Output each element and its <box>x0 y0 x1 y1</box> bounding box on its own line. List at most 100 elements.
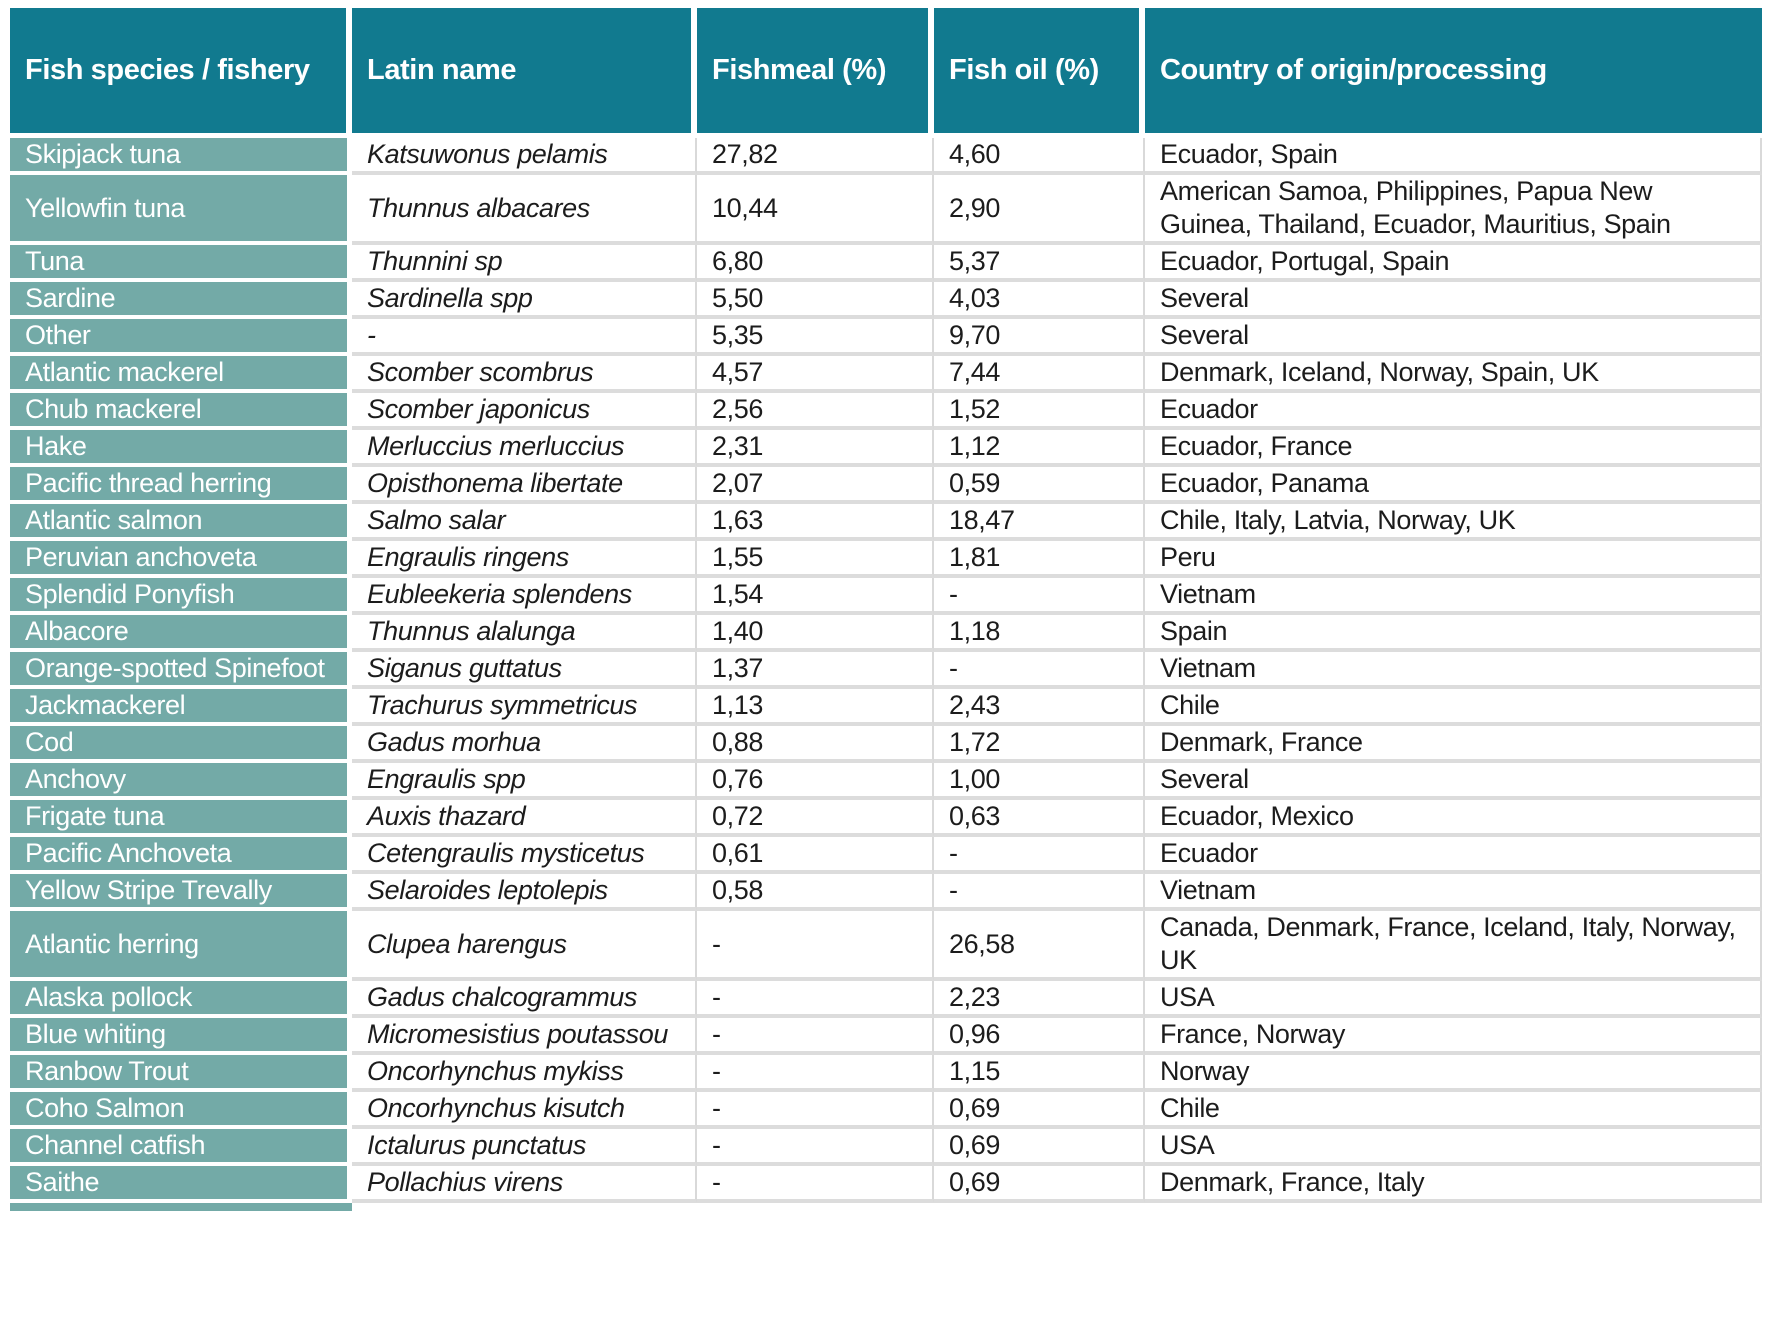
country-cell: Ecuador, Mexico <box>1145 800 1762 837</box>
table-row: Atlantic salmon Salmo salar 1,63 18,47 C… <box>10 504 1762 541</box>
species-cell: Sardine <box>10 282 352 319</box>
fish-oil-cell: 1,18 <box>934 615 1145 652</box>
fishmeal-cell: 6,80 <box>697 245 934 282</box>
table-row: Albacore Thunnus alalunga 1,40 1,18 Spai… <box>10 615 1762 652</box>
fish-oil-cell: 18,47 <box>934 504 1145 541</box>
latin-name-cell: Merluccius merluccius <box>352 430 697 467</box>
country-cell: USA <box>1145 1129 1762 1166</box>
table-row: Atlantic herring Clupea harengus - 26,58… <box>10 911 1762 981</box>
country-cell: Canada, Denmark, France, Iceland, Italy,… <box>1145 911 1762 981</box>
species-cell: Jackmackerel <box>10 689 352 726</box>
fish-oil-cell: 2,43 <box>934 689 1145 726</box>
fish-oil-cell: - <box>934 578 1145 615</box>
country-cell: Chile <box>1145 689 1762 726</box>
species-cell: Anchovy <box>10 763 352 800</box>
fishmeal-cell: 4,57 <box>697 356 934 393</box>
table-row: Coho Salmon Oncorhynchus kisutch - 0,69 … <box>10 1092 1762 1129</box>
fish-oil-cell: 9,70 <box>934 319 1145 356</box>
latin-name-cell: Katsuwonus pelamis <box>352 138 697 175</box>
latin-name-cell: Siganus guttatus <box>352 652 697 689</box>
species-cell: Atlantic mackerel <box>10 356 352 393</box>
fishmeal-cell: - <box>697 1166 934 1203</box>
latin-name-cell: Salmo salar <box>352 504 697 541</box>
country-cell: Chile, Italy, Latvia, Norway, UK <box>1145 504 1762 541</box>
fish-oil-cell: 0,69 <box>934 1166 1145 1203</box>
table-row: Atlantic mackerel Scomber scombrus 4,57 … <box>10 356 1762 393</box>
fishmeal-cell: 2,07 <box>697 467 934 504</box>
latin-name-cell: Oncorhynchus kisutch <box>352 1092 697 1129</box>
fish-oil-cell: 1,72 <box>934 726 1145 763</box>
fishmeal-cell: 1,55 <box>697 541 934 578</box>
country-cell: Vietnam <box>1145 652 1762 689</box>
latin-name-cell: Scomber japonicus <box>352 393 697 430</box>
latin-name-cell: Gadus chalcogrammus <box>352 981 697 1018</box>
species-cell: Alaska pollock <box>10 981 352 1018</box>
column-header-latin-name: Latin name <box>352 8 697 138</box>
country-cell: American Samoa, Philippines, Papua New G… <box>1145 175 1762 245</box>
column-header-fish-oil: Fish oil (%) <box>934 8 1145 138</box>
column-header-fishmeal: Fishmeal (%) <box>697 8 934 138</box>
species-cell: Cod <box>10 726 352 763</box>
header-row: Fish species / fishery Latin name Fishme… <box>10 8 1762 138</box>
country-cell: Vietnam <box>1145 874 1762 911</box>
table-row: Yellowfin tuna Thunnus albacares 10,44 2… <box>10 175 1762 245</box>
table-row: Pacific Anchoveta Cetengraulis mysticetu… <box>10 837 1762 874</box>
latin-name-cell: Selaroides leptolepis <box>352 874 697 911</box>
species-cell: Splendid Ponyfish <box>10 578 352 615</box>
fish-ingredients-table-wrap: Fish species / fishery Latin name Fishme… <box>10 8 1762 1211</box>
fish-oil-cell: 1,12 <box>934 430 1145 467</box>
table-row: Cod Gadus morhua 0,88 1,72 Denmark, Fran… <box>10 726 1762 763</box>
fishmeal-cell: 0,72 <box>697 800 934 837</box>
table-header: Fish species / fishery Latin name Fishme… <box>10 8 1762 138</box>
latin-name-cell: Thunnini sp <box>352 245 697 282</box>
fish-oil-cell: 5,37 <box>934 245 1145 282</box>
country-cell: Norway <box>1145 1055 1762 1092</box>
country-cell: Vietnam <box>1145 578 1762 615</box>
species-cell: Saithe <box>10 1166 352 1203</box>
country-cell: USA <box>1145 981 1762 1018</box>
latin-name-cell: Sardinella spp <box>352 282 697 319</box>
species-cell: Skipjack tuna <box>10 138 352 175</box>
fishmeal-cell: - <box>697 981 934 1018</box>
species-cell: Atlantic salmon <box>10 504 352 541</box>
fish-oil-cell: 4,03 <box>934 282 1145 319</box>
fishmeal-cell: 0,76 <box>697 763 934 800</box>
table-row: Channel catfish Ictalurus punctatus - 0,… <box>10 1129 1762 1166</box>
fishmeal-cell: 1,40 <box>697 615 934 652</box>
table-row: Splendid Ponyfish Eubleekeria splendens … <box>10 578 1762 615</box>
table-row: Ranbow Trout Oncorhynchus mykiss - 1,15 … <box>10 1055 1762 1092</box>
species-cell: Yellow Stripe Trevally <box>10 874 352 911</box>
country-cell: Denmark, France, Italy <box>1145 1166 1762 1203</box>
species-cell: Channel catfish <box>10 1129 352 1166</box>
table-row: Blue whiting Micromesistius poutassou - … <box>10 1018 1762 1055</box>
column-header-fish-species: Fish species / fishery <box>10 8 352 138</box>
fish-oil-cell: 0,69 <box>934 1129 1145 1166</box>
species-cell: Tuna <box>10 245 352 282</box>
fish-ingredients-table: Fish species / fishery Latin name Fishme… <box>10 8 1762 1203</box>
fish-oil-cell: 4,60 <box>934 138 1145 175</box>
species-cell: Orange-spotted Spinefoot <box>10 652 352 689</box>
species-cell: Other <box>10 319 352 356</box>
fish-oil-cell: 2,90 <box>934 175 1145 245</box>
latin-name-cell: Cetengraulis mysticetus <box>352 837 697 874</box>
fish-oil-cell: 26,58 <box>934 911 1145 981</box>
latin-name-cell: Thunnus albacares <box>352 175 697 245</box>
table-row: Frigate tuna Auxis thazard 0,72 0,63 Ecu… <box>10 800 1762 837</box>
country-cell: Chile <box>1145 1092 1762 1129</box>
species-cell: Coho Salmon <box>10 1092 352 1129</box>
species-cell: Albacore <box>10 615 352 652</box>
fishmeal-cell: 1,54 <box>697 578 934 615</box>
fishmeal-cell: - <box>697 1055 934 1092</box>
fish-oil-cell: 1,52 <box>934 393 1145 430</box>
country-cell: Ecuador <box>1145 837 1762 874</box>
species-cell: Hake <box>10 430 352 467</box>
latin-name-cell: Auxis thazard <box>352 800 697 837</box>
fish-oil-cell: 0,63 <box>934 800 1145 837</box>
fish-oil-cell: 0,69 <box>934 1092 1145 1129</box>
country-cell: Peru <box>1145 541 1762 578</box>
table-row: Alaska pollock Gadus chalcogrammus - 2,2… <box>10 981 1762 1018</box>
latin-name-cell: Engraulis spp <box>352 763 697 800</box>
latin-name-cell: Eubleekeria splendens <box>352 578 697 615</box>
species-cell: Pacific thread herring <box>10 467 352 504</box>
species-cell: Pacific Anchoveta <box>10 837 352 874</box>
